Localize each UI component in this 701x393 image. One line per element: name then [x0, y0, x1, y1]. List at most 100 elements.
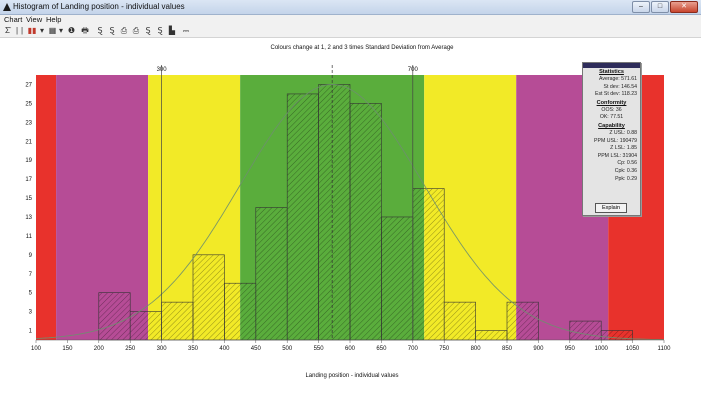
x-tick-label: 400 [219, 346, 230, 352]
y-tick-label: 1 [29, 329, 33, 335]
histogram-bar [129, 311, 162, 341]
z-usl-value: Z USL: 0.88 [609, 129, 637, 136]
histogram-bar [318, 84, 351, 341]
histogram-bar [224, 282, 257, 341]
y-tick-label: 13 [25, 215, 32, 221]
separator-icon: | [20, 26, 24, 35]
menu-chart[interactable]: Chart [4, 15, 23, 24]
x-axis-label: Landing position - individual values [305, 373, 398, 379]
histogram-bar [569, 320, 602, 341]
copy-icon[interactable]: ⎙ [132, 26, 140, 35]
explain-button[interactable]: Explain [595, 203, 627, 213]
y-tick-label: 23 [25, 120, 32, 126]
normal-curve [35, 84, 664, 341]
window-title: Histogram of Landing position - individu… [13, 2, 185, 11]
format-icon[interactable]: Ȿ [109, 26, 115, 35]
x-tick-label: 150 [62, 346, 73, 352]
chart-title: Colours change at 1, 2 and 3 times Stand… [271, 45, 455, 51]
x-tick-label: 750 [439, 346, 450, 352]
menu-view[interactable]: View [26, 15, 43, 24]
histogram-bar [255, 207, 288, 341]
capability-heading: Capability [598, 122, 625, 129]
title-bar: Histogram of Landing position - individu… [0, 0, 701, 15]
histogram-bar [412, 188, 445, 341]
x-tick-label: 500 [282, 346, 293, 352]
x-tick-label: 250 [125, 346, 136, 352]
y-tick-label: 7 [29, 272, 33, 278]
ok-value: OK: 77.51 [599, 114, 624, 121]
y-tick-label: 15 [25, 196, 32, 202]
close-button[interactable]: ✕ [670, 1, 698, 13]
chevron-down-icon[interactable]: ▾ [39, 26, 44, 35]
sigma-icon[interactable]: Σ̄ [5, 26, 10, 35]
x-tick-label: 700 [408, 346, 419, 352]
x-tick-label: 450 [251, 346, 262, 352]
x-tick-label: 900 [533, 346, 544, 352]
histogram-bar [443, 301, 476, 341]
format-icon[interactable]: Ȿ [97, 26, 103, 35]
oos-value: OOS: 36 [601, 106, 622, 113]
menu-help[interactable]: Help [46, 15, 62, 24]
info-icon[interactable]: ❶ [67, 26, 76, 35]
chart-icon[interactable]: ▙ [168, 26, 176, 35]
x-tick-label: 350 [188, 346, 199, 352]
window-controls: – □ ✕ [632, 1, 698, 13]
chart-type-icon[interactable]: ▮▮ [27, 26, 37, 35]
y-tick-label: 19 [25, 158, 32, 164]
histogram-bar [161, 301, 194, 341]
panel-header [583, 63, 640, 68]
est-st-dev-value: Est St dev: 118.23 [594, 91, 637, 98]
histogram-bar [192, 254, 225, 341]
line-icon[interactable]: ⎓ [182, 26, 190, 35]
y-tick-label: 25 [25, 101, 32, 107]
toolbar: Σ̄ | | ▮▮ ▾ ▦ ▾ ❶ 🖶 Ȿ Ȿ ⎙ ⎙ Ȿ Ȿ ▙ ⎓ [0, 25, 701, 38]
spec-limit-lsl-label: 300 [157, 67, 168, 73]
z-lsl-value: Z LSL: 1.85 [610, 145, 637, 152]
cp-value: Cp: 0.56 [617, 160, 637, 167]
x-tick-label: 600 [345, 346, 356, 352]
chevron-down-icon[interactable]: ▾ [58, 26, 63, 35]
cpk-value: Cpk: 0.36 [614, 167, 637, 174]
statistics-panel: Statistics Average: 571.61 St dev: 146.5… [582, 62, 641, 216]
histogram-chart: Colours change at 1, 2 and 3 times Stand… [25, 45, 672, 379]
ppm-usl-value: PPM USL: 190479 [594, 137, 637, 144]
x-tick-label: 800 [471, 346, 482, 352]
app-icon [3, 3, 11, 11]
histogram-bar [506, 301, 539, 341]
x-tick-label: 1050 [626, 346, 640, 352]
histogram-bar [349, 103, 382, 341]
spec-limit-usl-label: 700 [408, 67, 419, 73]
x-tick-label: 300 [157, 346, 168, 352]
grid-icon[interactable]: ▦ [48, 26, 57, 35]
print-icon[interactable]: 🖶 [81, 26, 89, 35]
histogram-bar [381, 216, 414, 341]
histogram-bar [98, 292, 131, 341]
y-tick-label: 21 [25, 139, 32, 145]
st-dev-value: St dev: 146.54 [603, 83, 637, 90]
format-icon[interactable]: Ȿ [157, 26, 163, 35]
histogram-bar [475, 330, 508, 341]
sd-zone [36, 75, 57, 340]
x-tick-label: 1100 [658, 346, 672, 352]
ppk-value: Ppk: 0.29 [615, 175, 637, 182]
separator-icon: | [15, 26, 19, 35]
y-tick-label: 17 [25, 177, 32, 183]
average-value: Average: 571.61 [599, 76, 637, 82]
histogram-bar [286, 93, 319, 341]
x-tick-label: 850 [502, 346, 513, 352]
format-icon[interactable]: Ȿ [145, 26, 151, 35]
x-tick-label: 650 [376, 346, 387, 352]
x-tick-label: 550 [314, 346, 325, 352]
minimize-button[interactable]: – [632, 1, 650, 13]
y-tick-label: 11 [26, 234, 33, 240]
menu-bar: Chart View Help [0, 15, 701, 25]
ppm-lsl-value: PPM LSL: 31904 [597, 152, 637, 159]
copy-icon[interactable]: ⎙ [120, 26, 128, 35]
y-tick-label: 3 [29, 310, 33, 316]
x-tick-label: 1000 [595, 346, 609, 352]
conformity-heading: Conformity [596, 99, 627, 106]
maximize-button[interactable]: □ [651, 1, 669, 13]
x-tick-label: 100 [31, 346, 42, 352]
y-tick-label: 9 [29, 253, 33, 259]
y-tick-label: 5 [29, 291, 33, 297]
